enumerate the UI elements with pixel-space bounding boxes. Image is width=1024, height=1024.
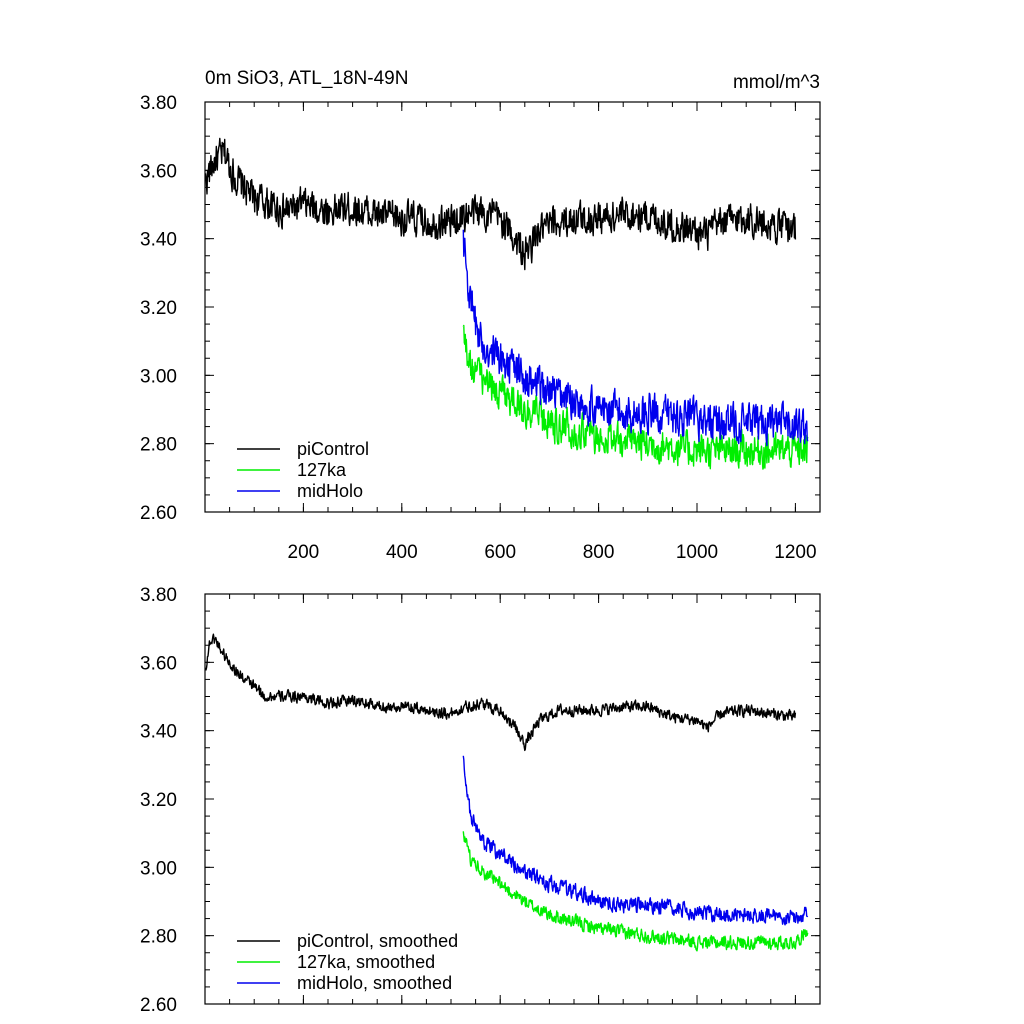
- y-tick-label: 3.40: [140, 230, 177, 251]
- y-tick-label: 3.60: [140, 653, 177, 674]
- x-tick-label: 800: [583, 542, 615, 563]
- legend-label: midHolo, smoothed: [297, 973, 452, 993]
- legend-label: 127ka: [297, 460, 347, 480]
- series-line-picontrol: [204, 137, 797, 271]
- y-tick-label: 3.20: [140, 298, 177, 319]
- y-tick-label: 3.80: [140, 585, 177, 606]
- y-tick-label: 3.00: [140, 366, 177, 387]
- series-line-picontrol-smoothed: [204, 633, 797, 752]
- series-line-midholo-smoothed: [462, 755, 809, 926]
- y-tick-label: 3.40: [140, 722, 177, 743]
- y-tick-label: 3.20: [140, 790, 177, 811]
- top-panel: 0m SiO3, ATL_18N-49N mmol/m^3 2.60 2.80 3.…: [140, 68, 821, 563]
- bottom-ticks: 2.60 2.80 3.00 3.20 3.40 3.60 3.80: [140, 585, 821, 1016]
- y-tick-label: 2.60: [140, 503, 177, 524]
- legend-label: piControl, smoothed: [297, 931, 458, 951]
- x-tick-label: 400: [386, 542, 418, 563]
- y-tick-label: 2.80: [140, 435, 177, 456]
- top-chart-title: 0m SiO3, ATL_18N-49N: [205, 68, 408, 89]
- y-tick-label: 3.60: [140, 161, 177, 182]
- top-chart-units: mmol/m^3: [733, 72, 820, 93]
- legend-label: midHolo: [297, 481, 363, 501]
- series-line-127ka-smoothed: [462, 831, 809, 952]
- legend-label: piControl: [297, 439, 369, 459]
- x-tick-label: 200: [288, 542, 320, 563]
- x-tick-label: 1200: [774, 542, 816, 563]
- series-line-127ka: [462, 324, 809, 470]
- top-lines: [204, 137, 809, 470]
- y-tick-label: 2.60: [140, 995, 177, 1016]
- top-ticks: 2.60 2.80 3.00 3.20 3.40 3.60 3.80 200 400 600 800…: [140, 93, 821, 563]
- bottom-lines: [204, 633, 809, 952]
- legend-label: 127ka, smoothed: [297, 952, 435, 972]
- y-tick-label: 3.00: [140, 858, 177, 879]
- bottom-panel: 2.60 2.80 3.00 3.20 3.40 3.60 3.80 piControl, …: [140, 585, 821, 1016]
- y-tick-label: 2.80: [140, 927, 177, 948]
- series-line-midholo: [462, 229, 809, 447]
- y-tick-label: 3.80: [140, 93, 177, 114]
- x-tick-label: 600: [484, 542, 516, 563]
- x-tick-label: 1000: [676, 542, 718, 563]
